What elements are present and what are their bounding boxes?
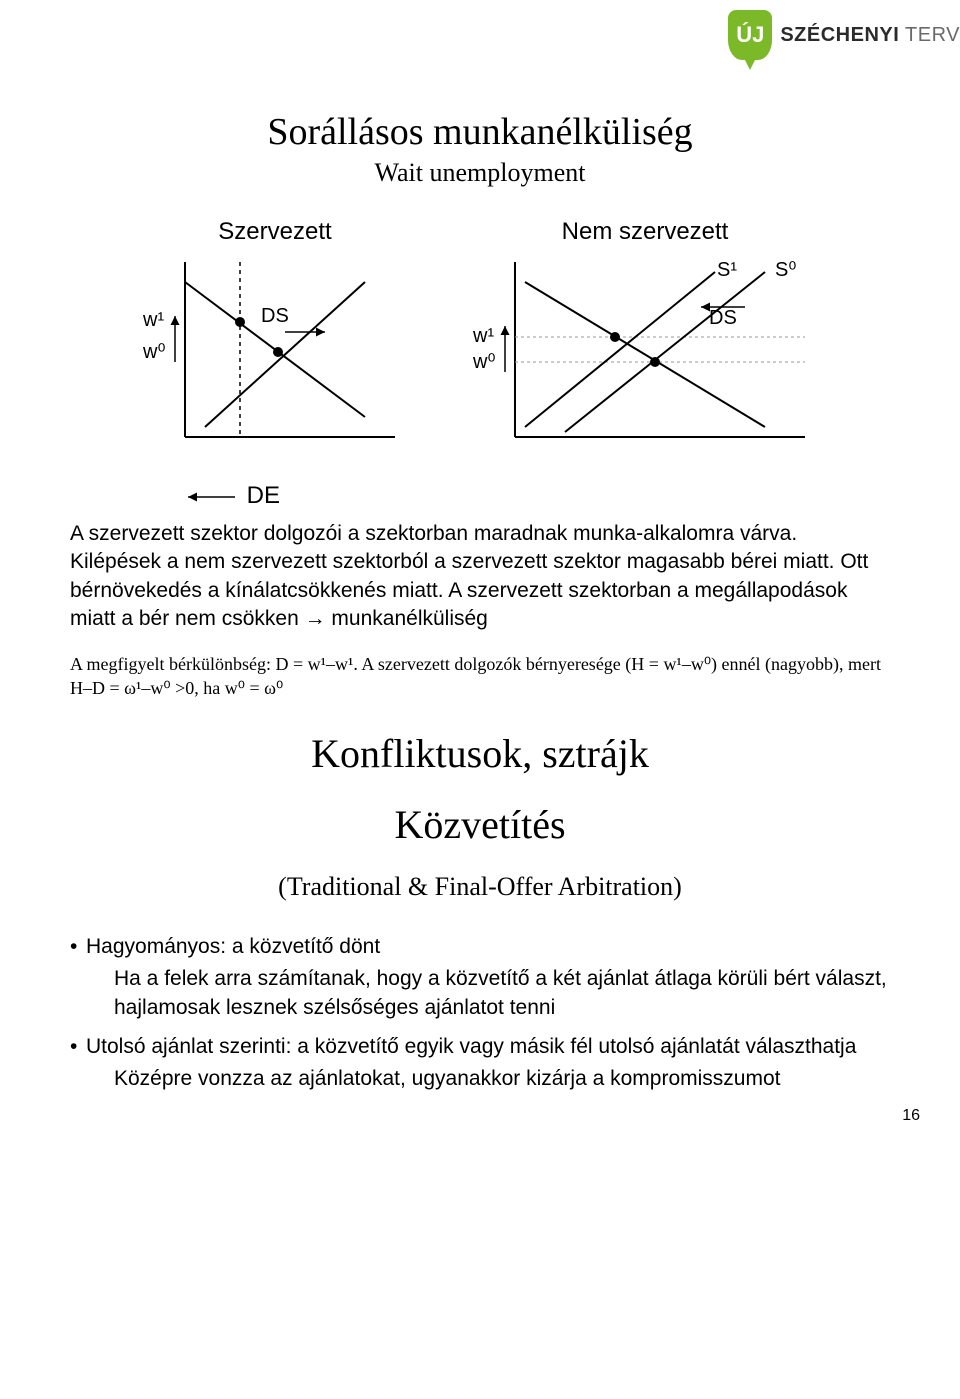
paragraph-main: A szervezett szektor dolgozói a szektorb… (70, 520, 890, 633)
dot-w0 (273, 347, 283, 357)
ds-label-left: DS (261, 305, 289, 327)
de-label-text: DE (247, 482, 280, 509)
charts-row: Szervezett (70, 218, 890, 452)
section3-title: Közvetítés (70, 801, 890, 848)
s0-label: S⁰ (775, 259, 796, 281)
chart-left-svg: w¹ w⁰ DS (135, 252, 415, 452)
section2-title: Konfliktusok, sztrájk (70, 730, 890, 777)
chart-left: Szervezett (135, 218, 415, 452)
page-number: 16 (902, 1107, 920, 1125)
paragraph-formula: A megfigyelt bérkülönbség: D = w¹–w¹. A … (70, 653, 890, 700)
page: ÚJ SZÉCHENYI TERV Sorállásos munkanélkül… (0, 0, 960, 1143)
w0-label-r: w⁰ (472, 351, 495, 373)
w1-label-r: w¹ (472, 325, 494, 347)
brand-logo: ÚJ SZÉCHENYI TERV (728, 10, 960, 60)
dot-upper (610, 332, 620, 342)
supply1-line (525, 272, 715, 427)
supply-line (205, 282, 365, 427)
w1-label: w¹ (142, 309, 164, 331)
de-arrow-icon (180, 488, 240, 506)
logo-bubble-icon: ÚJ (728, 10, 772, 60)
ds-label-right: DS (709, 307, 737, 329)
s1-label: S¹ (717, 259, 737, 281)
logo-strong: SZÉCHENYI (780, 24, 899, 46)
chart-left-title: Szervezett (135, 218, 415, 246)
bullet-sub: Középre vonzza az ajánlatokat, ugyanakko… (86, 1064, 890, 1093)
logo-light: TERV (905, 24, 960, 46)
bullet-head: Hagyományos: a közvetítő dönt (86, 935, 380, 958)
logo-bubble-text: ÚJ (736, 22, 764, 48)
chart-right-svg: w¹ w⁰ S¹ S⁰ DS (465, 252, 825, 452)
chart-right: Nem szervezett (465, 218, 825, 452)
dot-w1 (235, 317, 245, 327)
demand-line (525, 282, 765, 427)
bullet-head: Utolsó ajánlat szerinti: a közvetítő egy… (86, 1035, 856, 1058)
chart-right-title: Nem szervezett (465, 218, 825, 246)
section3-subtitle: (Traditional & Final-Offer Arbitration) (70, 872, 890, 902)
page-subtitle: Wait unemployment (70, 158, 890, 188)
bullet-sub: Ha a felek arra számítanak, hogy a közve… (86, 964, 890, 1023)
list-item: Utolsó ajánlat szerinti: a közvetítő egy… (70, 1032, 890, 1093)
w0-label: w⁰ (142, 341, 165, 363)
page-title: Sorállásos munkanélküliség (70, 110, 890, 154)
logo-text: SZÉCHENYI TERV (780, 24, 960, 47)
bullet-list: Hagyományos: a közvetítő dönt Ha a felek… (70, 932, 890, 1093)
list-item: Hagyományos: a közvetítő dönt Ha a felek… (70, 932, 890, 1022)
dot-lower (650, 357, 660, 367)
de-label-row: DE (180, 482, 890, 510)
